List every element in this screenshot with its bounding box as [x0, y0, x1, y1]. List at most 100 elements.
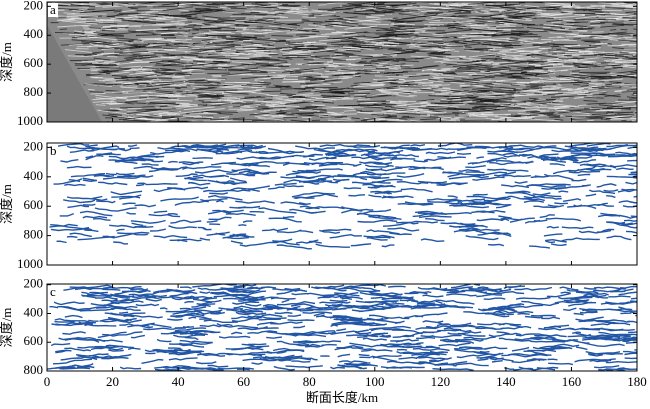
detected-event — [422, 320, 444, 324]
detected-event — [119, 311, 129, 314]
reflector — [115, 45, 145, 50]
reflector — [282, 51, 308, 55]
detected-event — [95, 305, 127, 309]
detected-event — [240, 308, 264, 313]
reflector — [292, 93, 314, 97]
reflector — [382, 35, 398, 38]
detected-event — [578, 228, 615, 234]
reflector — [137, 54, 157, 57]
reflector — [437, 46, 446, 49]
reflector — [398, 100, 428, 103]
reflector — [124, 67, 157, 72]
detected-event — [606, 195, 616, 199]
reflector — [240, 74, 268, 77]
reflector — [162, 62, 188, 67]
x-tick-label: 160 — [562, 374, 582, 389]
reflector — [612, 23, 637, 26]
reflector — [610, 59, 637, 63]
reflector — [586, 119, 595, 122]
reflector — [85, 21, 118, 25]
detected-event — [64, 347, 91, 352]
detected-event — [51, 321, 75, 326]
reflector — [353, 9, 381, 13]
detected-event — [233, 305, 273, 311]
reflector — [361, 4, 390, 7]
detected-event — [358, 353, 370, 357]
detected-event — [596, 183, 617, 188]
detected-event — [497, 303, 525, 309]
reflector — [341, 71, 355, 74]
detected-event — [91, 147, 125, 151]
reflector — [185, 80, 205, 83]
detected-event — [272, 347, 305, 352]
detected-event — [49, 306, 59, 309]
detected-event — [110, 190, 143, 196]
reflector — [379, 62, 388, 65]
reflector — [254, 80, 265, 83]
detected-event — [541, 316, 561, 320]
reflector — [429, 107, 456, 111]
detected-event — [248, 160, 290, 165]
detected-event — [474, 171, 508, 177]
detected-event — [258, 155, 295, 160]
detected-event — [70, 321, 96, 325]
reflector — [373, 6, 405, 12]
detected-event — [368, 194, 382, 198]
detected-event — [453, 204, 489, 209]
detected-event — [402, 351, 447, 356]
detected-event — [450, 202, 463, 205]
reflector — [152, 69, 182, 72]
detected-event — [122, 202, 136, 205]
reflector — [558, 57, 578, 59]
detected-event — [165, 306, 207, 313]
reflector — [302, 16, 316, 19]
detected-event — [567, 204, 597, 210]
detected-event — [362, 337, 387, 341]
detected-event — [618, 200, 637, 204]
reflector — [382, 51, 416, 56]
detected-event — [442, 171, 485, 176]
reflector — [375, 118, 405, 122]
reflector — [146, 44, 166, 47]
detected-event — [153, 234, 188, 239]
reflector — [472, 76, 487, 80]
detected-event — [295, 174, 335, 179]
detected-event — [608, 221, 637, 229]
reflector — [317, 46, 351, 49]
reflector — [583, 96, 604, 99]
reflector — [587, 47, 601, 50]
detected-event — [335, 148, 378, 152]
y-tick-label: 1000 — [17, 113, 43, 128]
reflector — [624, 19, 637, 21]
detected-event — [423, 156, 466, 162]
detected-event — [568, 155, 593, 159]
detected-event — [515, 296, 551, 300]
detected-event — [198, 148, 212, 152]
reflector — [265, 104, 275, 107]
reflector — [75, 24, 91, 27]
reflector — [274, 12, 285, 15]
detected-event — [209, 174, 230, 178]
reflector — [128, 91, 142, 93]
detected-event — [438, 342, 471, 347]
reflector — [506, 116, 535, 121]
reflector — [189, 10, 201, 13]
detected-event — [157, 147, 198, 152]
reflector — [587, 79, 598, 82]
reflector — [523, 65, 553, 70]
detected-event — [94, 296, 118, 300]
detected-event — [50, 224, 90, 230]
reflector — [598, 77, 613, 80]
detected-event — [153, 187, 186, 193]
detected-event — [110, 312, 146, 316]
detected-event — [196, 352, 234, 356]
reflector — [240, 44, 276, 48]
reflector — [342, 53, 374, 58]
detected-event — [606, 143, 628, 148]
reflector — [592, 113, 608, 116]
reflector — [489, 11, 520, 16]
reflector — [623, 48, 637, 50]
reflector — [481, 57, 502, 60]
detected-event — [181, 144, 215, 149]
detected-event — [416, 304, 436, 307]
